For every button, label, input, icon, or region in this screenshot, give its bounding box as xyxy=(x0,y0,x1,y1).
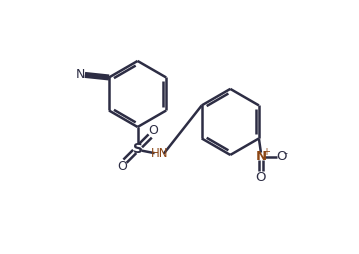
Text: N: N xyxy=(255,150,266,163)
Text: HN: HN xyxy=(150,147,168,160)
Text: -: - xyxy=(284,148,288,158)
Text: O: O xyxy=(117,160,127,173)
Text: O: O xyxy=(148,124,158,137)
Text: O: O xyxy=(256,171,266,184)
Text: +: + xyxy=(262,147,270,157)
Text: O: O xyxy=(276,150,286,163)
Text: N: N xyxy=(76,68,85,81)
Text: S: S xyxy=(132,141,143,156)
